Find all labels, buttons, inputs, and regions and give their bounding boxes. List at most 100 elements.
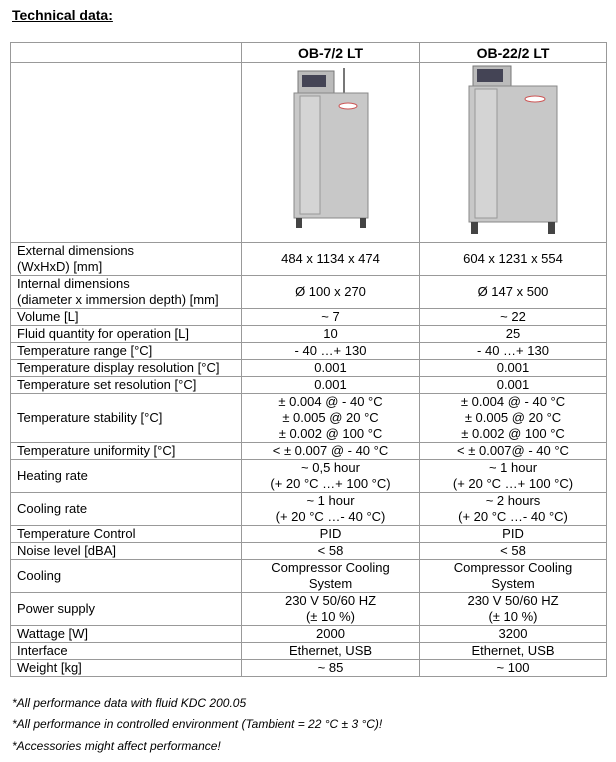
column-header: OB-22/2 LT	[419, 42, 607, 63]
row-value: 230 V 50/60 HZ (± 10 %)	[419, 592, 607, 626]
cell-line: Power supply	[17, 601, 96, 616]
row-value: < 58	[241, 542, 420, 560]
row-label: Interface	[10, 642, 242, 660]
row-value: < 58	[419, 542, 607, 560]
cell-line: - 40 …+ 130	[477, 343, 549, 358]
cell-line: System	[308, 576, 353, 591]
row-value: - 40 …+ 130	[241, 342, 420, 360]
cell-line: Ø 100 x 270	[295, 284, 366, 299]
cell-line: 0.001	[314, 377, 347, 392]
row-value: - 40 …+ 130	[419, 342, 607, 360]
cell-line: 2000	[316, 626, 345, 641]
cell-line: Ø 147 x 500	[477, 284, 549, 299]
row-value: 0.001	[419, 376, 607, 394]
row-value: PID	[419, 525, 607, 543]
cell-line: (+ 20 °C …- 40 °C)	[275, 509, 386, 524]
row-value: Ethernet, USB	[241, 642, 420, 660]
row-value: ± 0.004 @ - 40 °C ± 0.005 @ 20 °C ± 0.002 …	[419, 393, 607, 443]
cell-line: ± 0.002 @ 100 °C	[461, 426, 565, 441]
product-image	[241, 62, 420, 243]
cell-line: (± 10 %)	[305, 609, 356, 624]
cell-line: Temperature display resolution [°C]	[17, 360, 220, 375]
row-value: 0.001	[419, 359, 607, 377]
row-value: Ø 100 x 270	[241, 275, 420, 309]
unit-drawing	[468, 65, 558, 234]
row-value: ~ 100	[419, 659, 607, 677]
spec-row: Noise level [dBA] < 58 < 58	[10, 542, 607, 560]
cell-line: Temperature uniformity [°C]	[17, 443, 176, 458]
cell-line: 0.001	[496, 377, 530, 392]
cell-line: ~ 7	[321, 309, 340, 324]
cell-line: ~ 1 hour	[488, 460, 538, 475]
cell-line: PID	[319, 526, 342, 541]
row-label: Temperature uniformity [°C]	[10, 442, 242, 460]
cell-line: Ethernet, USB	[471, 643, 555, 658]
cell-line: ± 0.004 @ - 40 °C	[278, 394, 383, 409]
row-value: PID	[241, 525, 420, 543]
footnote: *Accessories might affect performance!	[12, 739, 221, 753]
cell-line: Internal dimensions	[17, 276, 130, 291]
spec-row: Temperature set resolution [°C] 0.001 0.00…	[10, 376, 607, 394]
row-label: Cooling	[10, 559, 242, 593]
row-value: 484 x 1134 x 474	[241, 242, 420, 276]
cell-line: Temperature stability [°C]	[17, 410, 163, 425]
cell-line: ~ 100	[496, 660, 530, 675]
spec-row: Internal dimensions (diameter x immersion…	[10, 275, 607, 309]
row-value: ~ 7	[241, 308, 420, 326]
cell-line: (± 10 %)	[488, 609, 538, 624]
title: Technical data:	[12, 7, 113, 23]
row-label: Temperature stability [°C]	[10, 393, 242, 443]
blank	[10, 62, 242, 243]
cell-line: ~ 0,5 hour	[301, 460, 360, 475]
row-label: Weight [kg]	[10, 659, 242, 677]
row-value: Ethernet, USB	[419, 642, 607, 660]
row-value: ~ 85	[241, 659, 420, 677]
spec-row: Fluid quantity for operation [L] 10 25	[10, 325, 607, 343]
cell-line: Compressor Cooling	[271, 560, 390, 575]
cell-line: 484 x 1134 x 474	[281, 251, 380, 266]
row-value: < ± 0.007@ - 40 °C	[419, 442, 607, 460]
row-value: ~ 1 hour (+ 20 °C …- 40 °C)	[241, 492, 420, 526]
cell-line: Interface	[17, 643, 68, 658]
row-value: ~ 22	[419, 308, 607, 326]
row-label: Internal dimensions (diameter x immersion…	[10, 275, 242, 309]
spec-row: Temperature display resolution [°C] 0.001…	[10, 359, 607, 377]
cell-line: 604 x 1231 x 554	[463, 251, 563, 266]
cell-line: Wattage [W]	[17, 626, 89, 641]
cell-line: ~ 22	[500, 309, 526, 324]
cell-line: Weight [kg]	[17, 660, 82, 675]
row-value: 604 x 1231 x 554	[419, 242, 607, 276]
row-value: Ø 147 x 500	[419, 275, 607, 309]
spec-row: Temperature Control PID PID	[10, 525, 607, 543]
cell-line: (+ 20 °C …+ 100 °C)	[452, 476, 574, 491]
spec-row: Cooling Compressor Cooling System Compresso…	[10, 559, 607, 593]
cell-line: Temperature range [°C]	[17, 343, 153, 358]
unit-drawing	[293, 67, 368, 228]
cell-line: ± 0.005 @ 20 °C	[282, 410, 379, 425]
cell-line: System	[491, 576, 535, 591]
column-header: OB-7/2 LT	[241, 42, 420, 63]
spec-row: External dimensions (WxHxD) [mm] 484 x 113…	[10, 242, 607, 276]
cell-line: PID	[502, 526, 524, 541]
cell-line: (+ 20 °C …+ 100 °C)	[270, 476, 391, 491]
corner	[10, 42, 242, 63]
cell-line: 3200	[498, 626, 528, 641]
cell-line: 10	[323, 326, 338, 341]
cell-line: ~ 2 hours	[485, 493, 541, 508]
row-label: Noise level [dBA]	[10, 542, 242, 560]
cell-line: 0.001	[314, 360, 347, 375]
row-value: Compressor Cooling System	[241, 559, 420, 593]
row-value: 230 V 50/60 HZ (± 10 %)	[241, 592, 420, 626]
row-value: Compressor Cooling System	[419, 559, 607, 593]
header-row: OB-7/2 LT OB-22/2 LT	[10, 42, 607, 63]
cell-line: Ethernet, USB	[288, 643, 373, 658]
row-label: Cooling rate	[10, 492, 242, 526]
spec-row: Temperature range [°C] - 40 …+ 130 - 40 …+…	[10, 342, 607, 360]
image-row	[10, 62, 607, 243]
cell-line: 25	[505, 326, 521, 341]
row-label: External dimensions (WxHxD) [mm]	[10, 242, 242, 276]
row-label: Temperature Control	[10, 525, 242, 543]
spec-row: Weight [kg] ~ 85 ~ 100	[10, 659, 607, 677]
cell-line: External dimensions	[17, 243, 135, 258]
